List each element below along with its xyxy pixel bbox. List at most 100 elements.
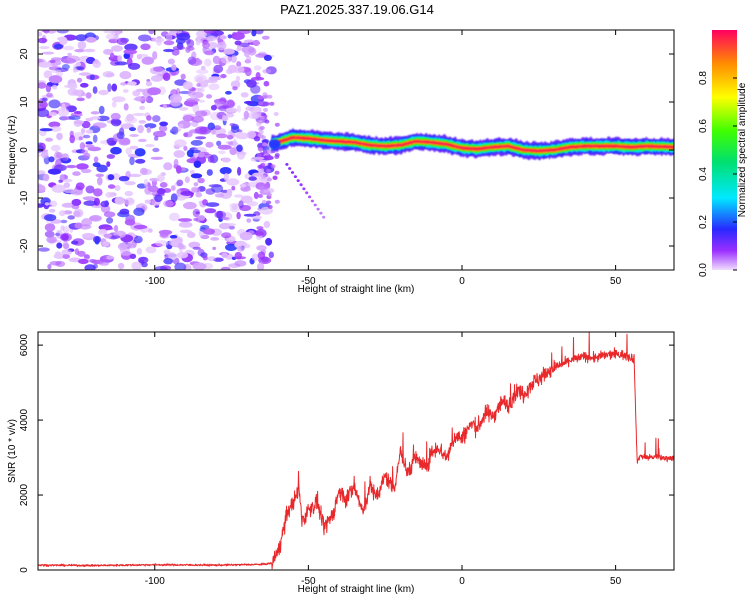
spectrogram-noise-blob [49,208,56,213]
spectrogram-noise-blob [117,262,125,270]
spectrogram-noise-blob [77,40,87,50]
spectrogram-noise-blob [105,191,114,198]
spectrogram-noise-blob [210,237,220,241]
colorbar: 0.0 0.2 0.4 0.6 0.8 Normalized spectral ampl… [698,30,748,277]
spectrogram-noise-blob [235,75,241,82]
spectrogram-noise-blob [251,156,265,160]
spectrogram-noise-blob [75,62,82,67]
spectrogram-noise-blob [74,248,80,255]
spectrogram-noise-blob [116,131,125,140]
spectrogram-noise-blob [198,230,205,237]
spectrogram-noise-blob [162,72,171,82]
spectrogram-noise-blob [263,108,268,112]
colorbar-label: Normalized spectral amplitude [737,82,748,217]
spectrogram-noise-blob [205,94,213,99]
spectrogram-noise-blob [77,250,86,257]
spectrogram-noise-blob [178,221,193,228]
spectrogram-noise-blob [226,188,233,196]
spectrogram-noise-blob [124,43,138,51]
spectrogram-noise-blob [144,199,151,204]
spectrogram-noise-blob [92,134,98,143]
spectrogram-noise-blob [59,36,68,45]
snr-x-tick-label: 50 [610,576,622,587]
spectrogram-noise-blob [70,189,84,196]
spectrogram-noise-blob [83,200,98,206]
spectrogram-noise-blob [128,173,142,178]
spectrogram-noise-blob [45,84,52,93]
spectrogram-noise-blob [44,202,50,206]
spectrogram-noise-blob [96,115,110,122]
spectrogram-noise-blob [163,40,175,46]
spectrogram-noise-blob [182,81,193,90]
spectrogram-noise-blob [62,58,77,64]
colorbar-ticks: 0.0 0.2 0.4 0.6 0.8 [698,71,737,277]
spectrogram-noise-blob [81,91,86,97]
snr-series-line [38,332,674,570]
spectrogram-noise-blob [122,89,129,93]
spectrogram-noise-blob [182,114,194,122]
spectrogram-noise-blob [81,149,88,155]
spectrogram-tail-dot [310,199,314,203]
spectrogram-noise-blob [226,99,235,109]
spectrogram-noise-blob [49,59,56,64]
spectrogram-noise-blob [80,128,86,134]
spectrogram-noise-blob [60,225,65,231]
spectrogram-noise-blob [180,73,186,80]
spectrogram-noise-blob [38,82,47,89]
spectrogram-noise-blob [192,104,200,113]
spectrogram-noise-blob [195,191,202,198]
spectrogram-noise-blob [48,75,63,84]
spectrogram-noise-blob [119,208,130,215]
spectrogram-x-tick-label: -100 [145,276,165,287]
spectrogram-noise-blob [111,235,121,239]
spectrogram-noise-blob [265,237,273,246]
spectrogram-noise-blob [213,125,222,131]
spectrogram-noise-blob [76,97,85,102]
spectrogram-noise-blob [181,167,187,172]
spectrogram-noise-blob [193,182,199,187]
spectrogram-noise-blob [176,30,183,34]
spectrogram-noise-blob [231,32,245,41]
spectrogram-noise-blob [38,184,46,193]
spectrogram-noise-blob [253,65,262,71]
spectrogram-noise-blob [204,58,212,67]
spectrogram-noise-blob [143,178,149,188]
spectrogram-noise-blob [129,127,136,132]
spectrogram-noise-blob [163,258,173,265]
spectrogram-noise-blob [48,121,61,128]
spectrogram-noise-blob [93,188,103,197]
spectrogram-noise-blob [194,126,208,135]
spectrogram-noise-blob [234,251,242,260]
spectrogram-noise-blob [198,152,205,158]
spectrogram-noise-blob [234,194,243,198]
spectrogram-noise-blob [156,188,166,195]
spectrogram-track-band [271,133,674,155]
spectrogram-noise-blob [145,144,155,148]
spectrogram-noise-blob [203,30,215,34]
spectrogram-noise-blob [139,105,146,110]
spectrogram-noise-blob [170,185,176,191]
spectrogram-noise-blob [105,255,115,260]
spectrogram-noise-blob [189,94,197,99]
spectrogram-noise-blob [261,138,270,144]
spectrogram-noise-blob [257,194,263,198]
spectrogram-noise-blob [110,118,116,125]
spectrogram-noise-blob [50,69,62,74]
spectrogram-noise-blob [107,83,112,92]
spectrogram-noise-blob [253,136,261,142]
spectrogram-noise-blob [68,83,78,89]
spectrogram-noise-blob [145,81,153,87]
spectrogram-noise-blob [219,217,230,220]
spectrogram-noise-blob [85,129,94,134]
spectrogram-noise-blob [190,186,198,193]
spectrogram-noise-blob [138,138,147,143]
spectrogram-noise-blob [256,153,262,158]
spectrogram-noise-blob [44,230,55,238]
spectrogram-noise-blob [234,260,247,267]
spectrogram-noise-blob [244,67,252,77]
spectrogram-noise-blob [270,164,276,169]
spectrogram-noise-blob [141,56,154,65]
spectrogram-noise-blob [38,144,45,153]
spectrogram-noise-blob [170,193,178,203]
spectrogram-noise-blob [216,140,222,147]
